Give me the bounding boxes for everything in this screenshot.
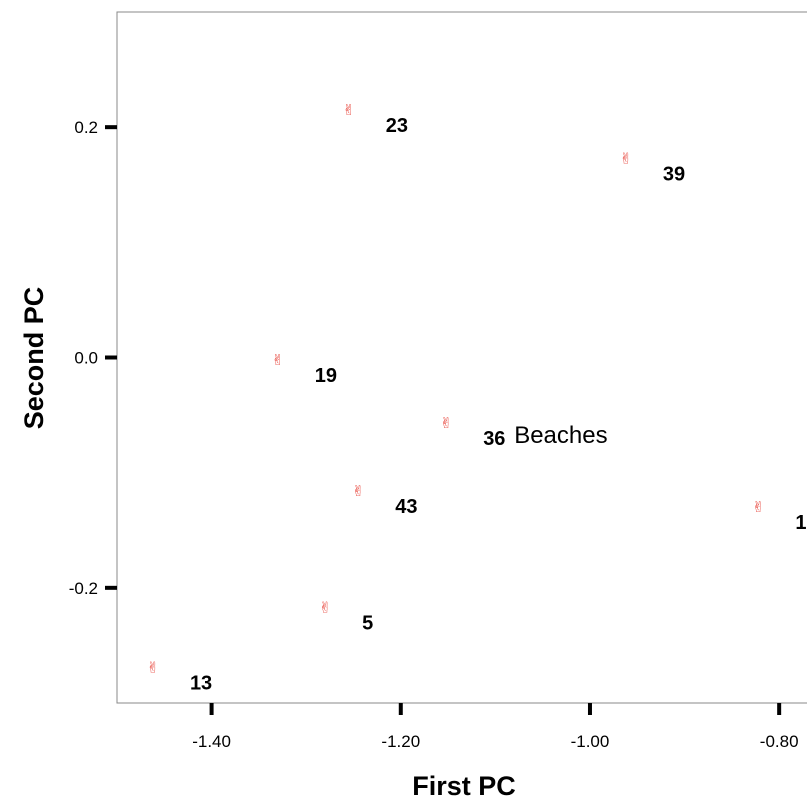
point-label: 13 bbox=[190, 672, 212, 694]
point-marker: ✌ bbox=[352, 482, 365, 500]
point-label: 19 bbox=[315, 365, 337, 387]
x-tick-label: -1.00 bbox=[571, 732, 610, 751]
plot-frame bbox=[116, 11, 807, 704]
data-point: ✌ 36 Beaches bbox=[440, 414, 608, 450]
point-label: 36 bbox=[483, 428, 505, 450]
point-label: 39 bbox=[663, 163, 685, 185]
data-point: ✌ 13 bbox=[147, 658, 213, 694]
point-marker: ✌ bbox=[272, 351, 285, 369]
x-axis-title: First PC bbox=[412, 771, 516, 801]
point-marker: ✌ bbox=[147, 658, 160, 676]
x-tick-label: -1.40 bbox=[192, 732, 231, 751]
data-point: ✌ 23 bbox=[342, 101, 408, 137]
y-tick-label: 0.2 bbox=[74, 118, 98, 137]
y-tick-label: -0.2 bbox=[69, 579, 98, 598]
point-marker: ✌ bbox=[440, 414, 453, 432]
x-tick-label: -1.20 bbox=[381, 732, 420, 751]
point-label: 12 bbox=[795, 512, 807, 534]
data-point: ✌ 43 bbox=[352, 482, 418, 518]
point-marker: ✌ bbox=[620, 149, 633, 167]
y-tick-label: 0.0 bbox=[74, 349, 98, 368]
x-axis: -1.40 -1.20 -1.00 -0.80 bbox=[192, 703, 799, 751]
y-axis: 0.2 0.0 -0.2 bbox=[69, 118, 117, 598]
x-tick-label: -0.80 bbox=[760, 732, 799, 751]
y-axis-title: Second PC bbox=[19, 287, 49, 430]
point-label: 5 bbox=[362, 612, 373, 634]
point-label: 23 bbox=[386, 115, 408, 137]
data-point: ✌ 19 bbox=[272, 351, 338, 387]
data-point: ✌5 bbox=[319, 598, 373, 634]
data-point: ✌ 12 bbox=[752, 498, 807, 534]
point-label: 43 bbox=[395, 496, 417, 518]
point-marker: ✌ bbox=[752, 498, 765, 516]
point-marker: ✌ bbox=[319, 598, 332, 616]
point-annotation: Beaches bbox=[514, 422, 607, 449]
point-marker: ✌ bbox=[342, 101, 355, 119]
data-point: ✌ 39 bbox=[620, 149, 686, 185]
